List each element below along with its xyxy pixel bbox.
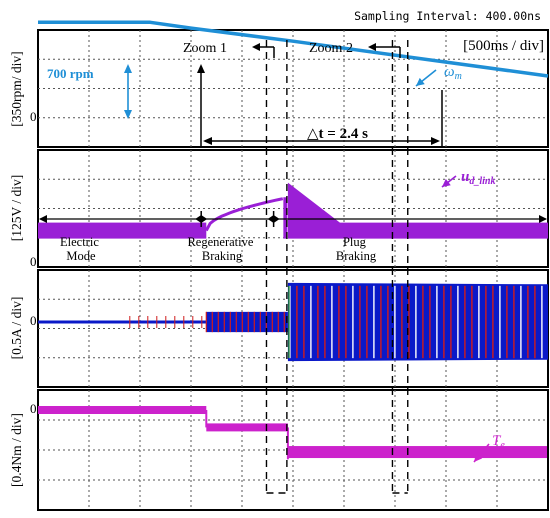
udc-subscript: d_link	[469, 176, 495, 187]
udc-pointer-head	[442, 178, 451, 187]
mode-plug-line2: Braking	[336, 249, 377, 263]
zoom-1-label: Zoom 1	[183, 41, 227, 56]
mode-label-electric: Electric Mode	[60, 235, 102, 263]
current-envelope-2	[287, 282, 548, 362]
speed-step-arrow-top	[124, 64, 132, 73]
omega-pointer-head	[416, 77, 425, 86]
mode-span-left-head	[39, 215, 47, 223]
torque-band-regen	[206, 423, 288, 432]
mode-label-regen: Regenerative Braking	[187, 235, 256, 263]
te-subscript: e	[500, 440, 505, 451]
y-axis-label-torque: [0.4Nm / div]	[9, 413, 24, 487]
zero-marker-speed: 0	[30, 109, 37, 124]
torque-band-electric	[38, 406, 207, 414]
mode-electric-line1: Electric	[60, 235, 99, 249]
te-pointer-head	[474, 453, 483, 462]
sampling-interval-label: Sampling Interval: 400.00ns	[354, 9, 541, 23]
zoom-1-arrow-head	[252, 43, 260, 51]
te-label: Te	[492, 433, 505, 451]
delta-t-head-right	[431, 137, 440, 145]
udc-band-electric	[38, 222, 207, 239]
omega-m-label: ωm	[444, 64, 462, 82]
zoom-2-arrow-head	[368, 43, 376, 51]
speed-step-arrow-bottom	[124, 110, 132, 119]
annotation-layer	[39, 40, 547, 494]
mode-electric-line2: Mode	[66, 249, 96, 263]
speed-trace	[38, 20, 549, 78]
current-envelope-1	[206, 311, 288, 333]
delta-t-label: △t = 2.4 s	[307, 126, 368, 142]
mode-regen-line1: Regenerative	[187, 235, 253, 249]
mode-span-right-head	[539, 215, 547, 223]
omega-subscript: m	[455, 71, 462, 82]
waveform-traces	[38, 20, 549, 460]
omega-symbol: ω	[444, 64, 455, 80]
udc-regen-rise	[204, 197, 284, 232]
y-axis-label-current: [0.5A / div]	[9, 297, 24, 360]
mode-regen-line2: Braking	[202, 249, 243, 263]
current-envelope-0	[38, 320, 207, 324]
udc-symbol: u	[461, 169, 469, 185]
timebase-label: [500ms / div]	[463, 38, 544, 54]
te-symbol: T	[492, 433, 502, 449]
y-axis-label-voltage: [125V / div]	[9, 175, 24, 242]
zoom-2-label: Zoom 2	[309, 41, 353, 56]
mode-plug-line1: Plug	[343, 235, 367, 249]
udc-band-plug	[287, 182, 548, 239]
mode-label-plug: Plug Braking	[336, 235, 377, 263]
y-axis-label-speed: [350rpm/ div]	[9, 51, 24, 126]
torque-band-plug	[287, 446, 547, 459]
delta-t-left-head	[197, 64, 205, 73]
zero-marker-voltage: 0	[30, 254, 37, 269]
zero-marker-current: 0	[30, 313, 37, 328]
udc-link-label: ud_link	[461, 169, 495, 187]
delta-t-head-left	[203, 137, 212, 145]
zero-marker-torque: 0	[30, 401, 37, 416]
speed-step-label: 700 rpm	[47, 66, 94, 81]
